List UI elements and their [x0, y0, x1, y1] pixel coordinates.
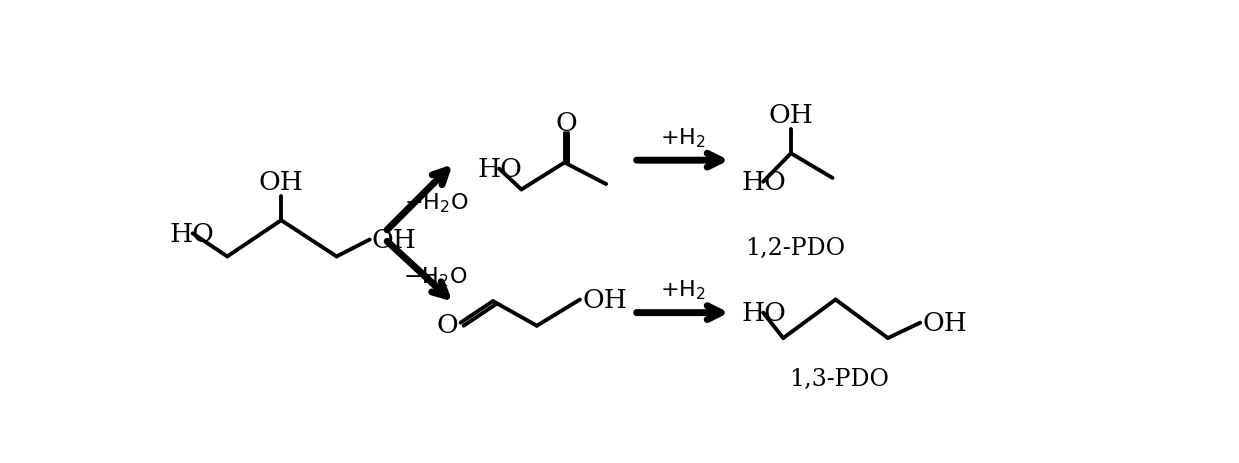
Text: $-\mathrm{H_2O}$: $-\mathrm{H_2O}$: [403, 265, 467, 288]
Text: OH: OH: [259, 170, 304, 195]
Text: O: O: [436, 313, 458, 338]
Text: HO: HO: [742, 170, 787, 195]
Text: $-\mathrm{H_2O}$: $-\mathrm{H_2O}$: [404, 191, 468, 215]
Text: HO: HO: [477, 157, 523, 182]
Text: OH: OH: [582, 288, 627, 313]
Text: OH: OH: [923, 311, 968, 335]
Text: $+\mathrm{H_2}$: $+\mathrm{H_2}$: [660, 126, 706, 150]
Text: O: O: [555, 111, 577, 136]
Text: $+\mathrm{H_2}$: $+\mathrm{H_2}$: [660, 278, 706, 302]
Text: 1,2-PDO: 1,2-PDO: [745, 236, 845, 259]
Text: OH: OH: [372, 227, 416, 252]
Text: 1,3-PDO: 1,3-PDO: [789, 367, 888, 390]
Text: HO: HO: [170, 221, 214, 246]
Text: HO: HO: [742, 300, 787, 325]
Text: OH: OH: [768, 103, 813, 128]
